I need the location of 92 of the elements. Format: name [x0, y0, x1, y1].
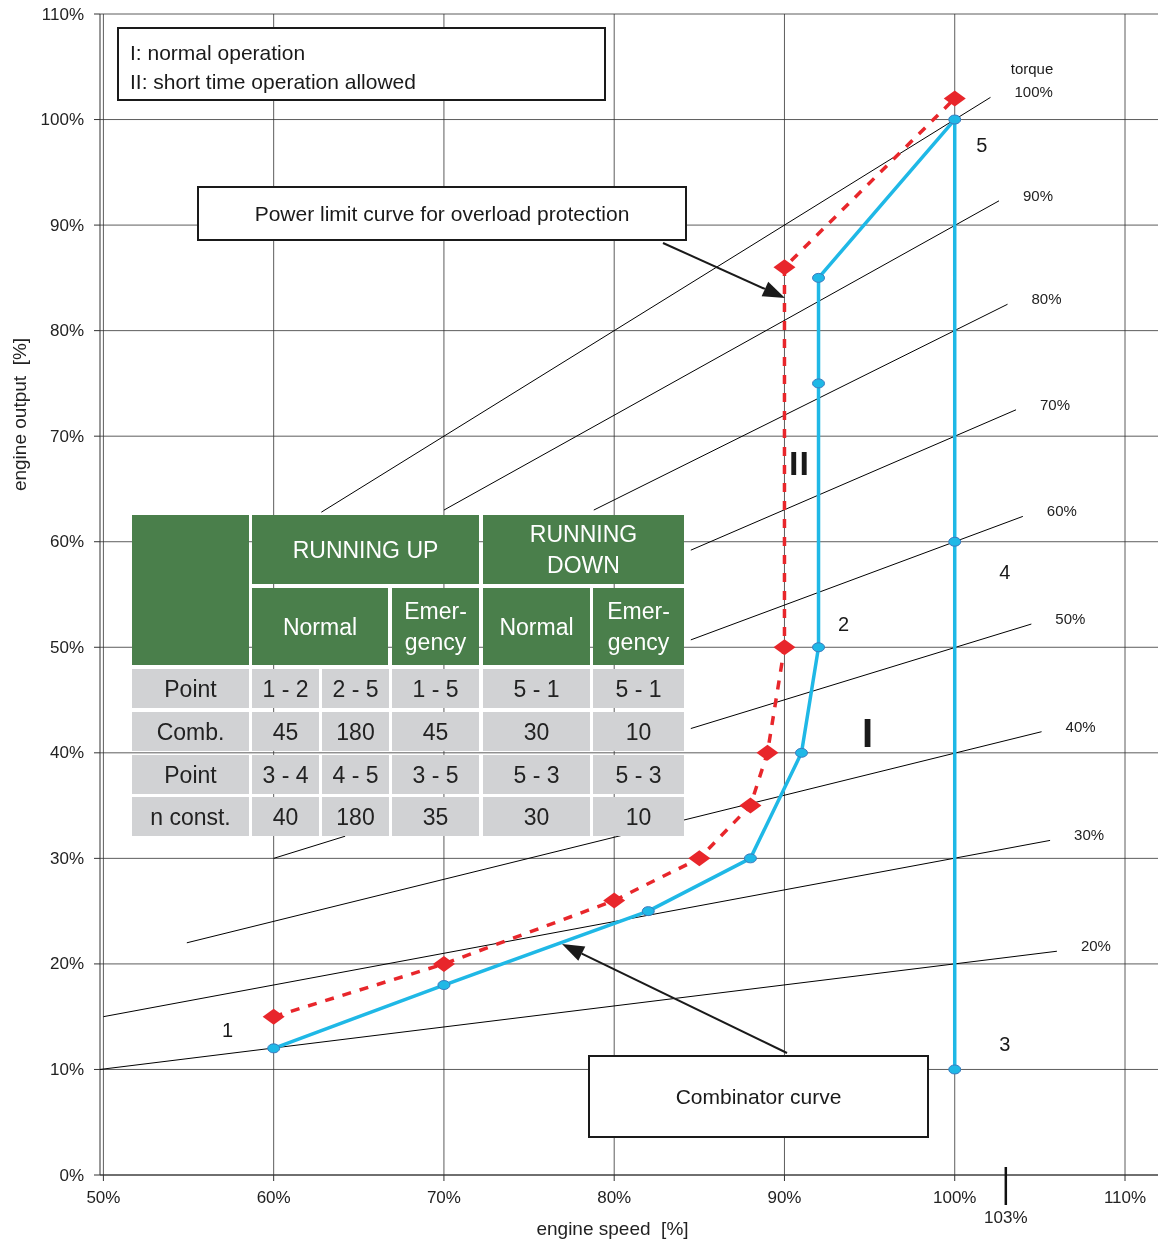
annotation: Power limit curve for overload protection [254, 202, 630, 225]
series-label: 40% [1065, 717, 1096, 735]
annotation: Normal [499, 613, 574, 640]
point [267, 1043, 281, 1054]
point [812, 642, 826, 653]
y-tick-label: 100% [40, 110, 84, 130]
annotation: 180 [336, 718, 375, 745]
annotation: 5 - 1 [513, 675, 560, 702]
point [262, 1008, 285, 1025]
annotation: I: normal operation II: short time operation allowed [130, 41, 416, 93]
y-axis-title: engine output [%] [9, 337, 30, 492]
annotation: 1 - 5 [412, 675, 459, 702]
point [641, 906, 655, 917]
x-axis-title: engine speed [%] [536, 1218, 689, 1239]
point [432, 955, 455, 972]
annotation: Point [164, 761, 218, 788]
annotation: 30 [523, 718, 550, 745]
series-label: 90% [1023, 186, 1054, 204]
annotation: 3 - 5 [412, 761, 459, 788]
annotation: 180 [336, 803, 375, 830]
annotation: 3 [999, 1033, 1011, 1056]
point [795, 747, 808, 758]
y-tick-label: 90% [49, 215, 84, 235]
annotation: Combinator curve [675, 1085, 842, 1108]
series-label: 70% [1040, 395, 1071, 413]
annotation: 2 [837, 613, 850, 636]
point [437, 980, 451, 991]
annotation: 5 - 3 [513, 761, 560, 788]
y-tick-label: 30% [49, 848, 84, 868]
x-tick-label: 60% [256, 1188, 291, 1207]
annotation: 3 - 4 [262, 761, 309, 788]
series-label: 80% [1031, 290, 1062, 308]
annotation: 5 - 1 [615, 675, 662, 702]
point [812, 272, 826, 283]
y-tick-label: 80% [49, 321, 84, 341]
annotation: n const. [150, 803, 231, 830]
point [743, 853, 757, 864]
y-tick-label: 60% [49, 532, 84, 552]
x-tick-label: 50% [86, 1188, 121, 1207]
y-tick-label: 40% [49, 743, 84, 763]
annotation: Point [164, 675, 218, 702]
y-tick-label: 50% [49, 637, 84, 657]
annotation: Comb. [156, 718, 225, 745]
series-label: 60% [1046, 502, 1077, 520]
annotation: Emer- gency [404, 598, 467, 655]
annotation: 1 - 2 [262, 675, 309, 702]
annotation: 40 [272, 803, 299, 830]
annotation: RUNNING DOWN [529, 521, 638, 578]
point [603, 892, 626, 909]
annotation: 5 - 3 [615, 761, 662, 788]
annotation: 10 [625, 718, 652, 745]
point [948, 1064, 962, 1075]
annotation: 1 [222, 1019, 234, 1042]
x-tick-label: 90% [767, 1188, 802, 1207]
annotation: Normal [282, 613, 358, 640]
point [756, 744, 779, 761]
annotation: 4 - 5 [332, 761, 379, 788]
x-tick-label: 100% [932, 1188, 977, 1207]
annotation: Emer- gency [607, 598, 670, 655]
y-tick-label: 70% [49, 426, 84, 446]
annotation: 5 [976, 133, 988, 156]
ref-line-label: 103% [984, 1208, 1028, 1227]
point [773, 259, 796, 276]
series-label: 30% [1074, 826, 1105, 844]
y-tick-label: 20% [49, 954, 84, 974]
point [943, 90, 966, 107]
x-tick-label: 80% [597, 1188, 632, 1207]
annotation: I [861, 711, 875, 755]
y-tick-label: 0% [59, 1165, 84, 1185]
annotation: 45 [422, 718, 449, 745]
point [948, 114, 962, 125]
annotation: RUNNING UP [292, 536, 439, 563]
annotation: 4 [999, 560, 1011, 583]
point [812, 378, 826, 389]
series-label: 20% [1080, 937, 1111, 955]
annotation: 45 [272, 718, 299, 745]
series-label: 50% [1055, 610, 1086, 628]
point [948, 536, 962, 547]
annotation: 35 [422, 803, 449, 830]
point [773, 639, 796, 656]
annotation: 2 - 5 [332, 675, 379, 702]
point [739, 797, 762, 814]
annotation: II [789, 444, 810, 482]
x-tick-label: 70% [426, 1188, 461, 1207]
annotation: 30 [523, 803, 550, 830]
series-label: 100% [1014, 83, 1053, 101]
point [688, 850, 711, 867]
annotation: torque [1010, 59, 1054, 77]
y-tick-label: 110% [41, 4, 84, 24]
x-tick-label: 110% [1103, 1188, 1147, 1207]
y-tick-label: 10% [49, 1059, 84, 1079]
annotation: 10 [625, 803, 652, 830]
